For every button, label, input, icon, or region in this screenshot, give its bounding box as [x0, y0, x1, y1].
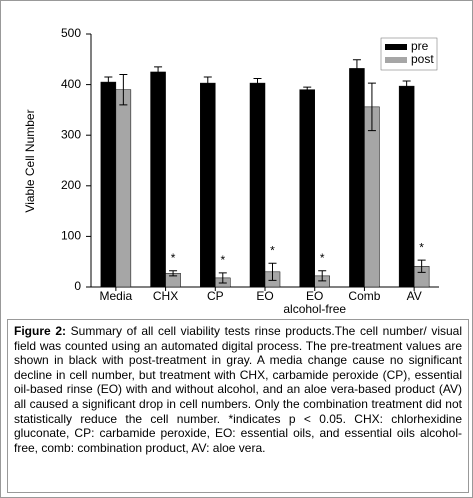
legend-label: pre — [411, 39, 429, 53]
error-bar — [104, 76, 113, 88]
error-bar — [367, 82, 376, 132]
x-tick-label: EO — [256, 289, 273, 303]
significance-marker: * — [220, 253, 225, 267]
y-tick-label: 300 — [61, 127, 81, 141]
x-tick-label: alcohol-free — [283, 302, 346, 316]
bar — [249, 82, 266, 288]
bar — [200, 82, 216, 288]
error-bar — [352, 59, 361, 78]
y-tick-label: 0 — [74, 279, 81, 293]
x-tick-label: CHX — [153, 289, 178, 303]
error-bar — [318, 270, 327, 282]
y-tick-label: 400 — [61, 77, 81, 91]
caption-text: Summary of all cell viability tests rins… — [14, 324, 462, 455]
bar — [364, 106, 380, 288]
y-tick-label: 200 — [61, 178, 81, 192]
x-tick-label: EO — [306, 289, 323, 303]
bar — [115, 89, 132, 288]
bar — [150, 71, 166, 288]
y-tick-label: 500 — [61, 26, 81, 40]
error-bar — [203, 76, 212, 90]
error-bar — [169, 270, 178, 277]
y-tick-label: 100 — [61, 229, 81, 243]
x-tick-label: Comb — [348, 289, 380, 303]
x-tick-label: CP — [207, 289, 224, 303]
significance-marker: * — [320, 251, 325, 265]
legend-label: post — [411, 52, 434, 66]
bar — [349, 68, 365, 288]
error-bar — [218, 272, 227, 284]
caption-label: Figure 2: — [14, 324, 66, 338]
significance-marker: * — [270, 243, 275, 257]
bar — [299, 89, 315, 288]
caption: Figure 2: Summary of all cell viability … — [7, 319, 469, 493]
error-bar — [303, 86, 312, 93]
y-axis-label: Viable Cell Number — [23, 109, 37, 212]
legend-swatch — [385, 57, 407, 63]
significance-marker: * — [419, 240, 424, 254]
error-bar — [253, 78, 262, 89]
error-bar — [119, 73, 128, 106]
significance-marker: * — [171, 251, 176, 265]
x-tick-label: Media — [100, 289, 133, 303]
bar — [398, 85, 415, 288]
legend-swatch — [385, 44, 407, 50]
bar — [100, 81, 117, 288]
error-bar — [268, 262, 277, 281]
chart: Viable Cell Number 0 100 200 300 400 500 Media… — [23, 26, 439, 316]
x-tick-label: AV — [407, 289, 422, 303]
error-bar — [154, 66, 163, 78]
legend-box — [380, 37, 438, 71]
error-bar — [402, 80, 411, 92]
error-bar — [417, 259, 426, 273]
